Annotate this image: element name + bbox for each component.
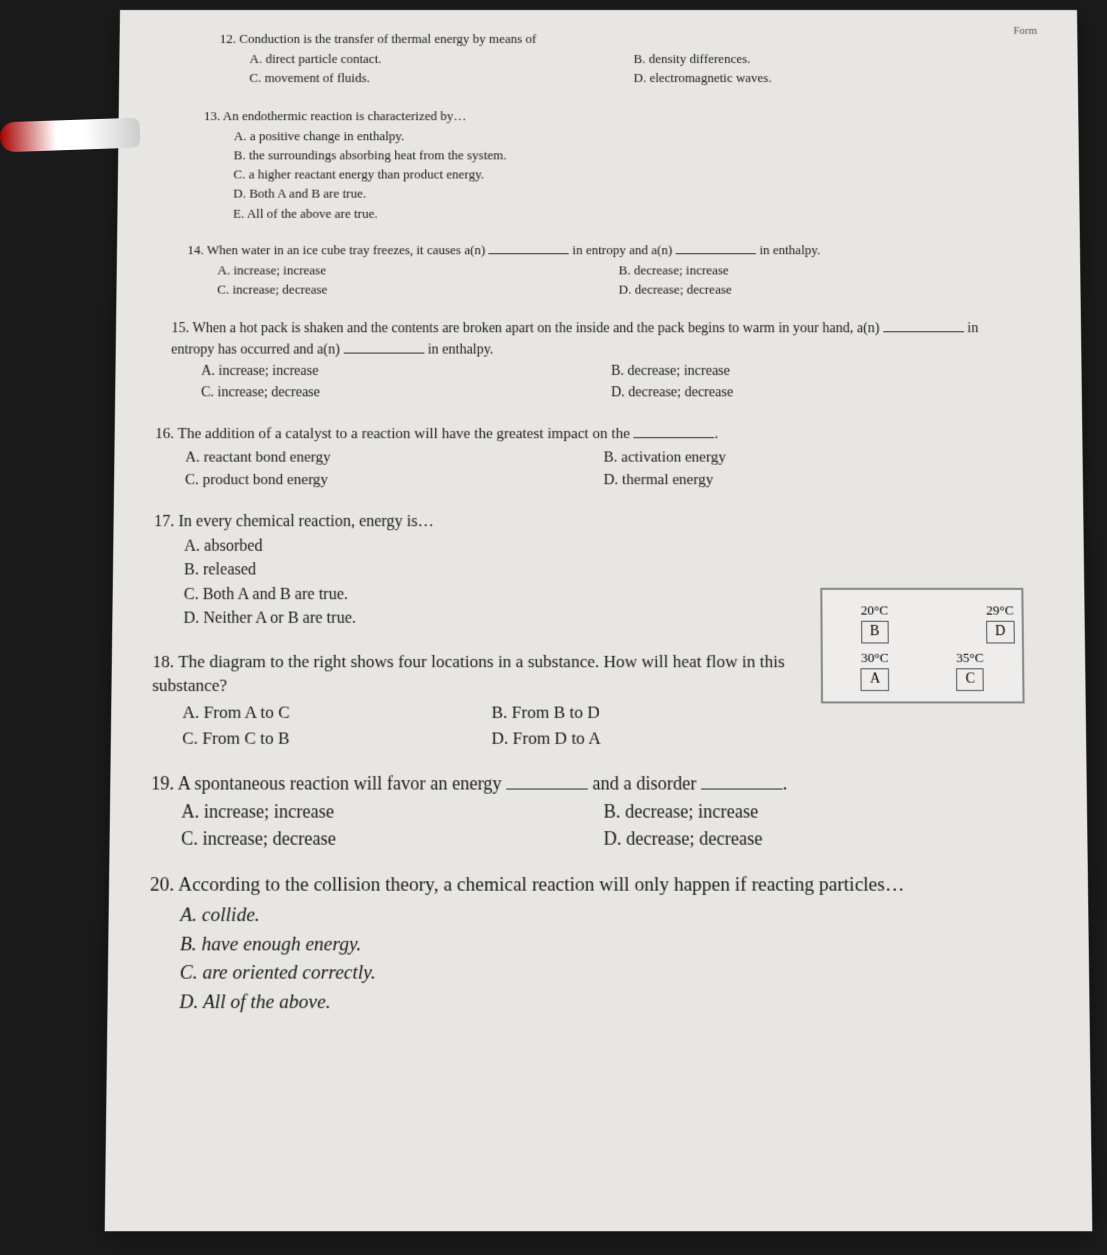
- q15-b: B. decrease; increase: [611, 362, 1021, 382]
- q17-b: B. released: [184, 559, 1023, 582]
- q19-b: B. decrease; increase: [604, 799, 1026, 825]
- q14-blank2: [676, 241, 757, 254]
- q19-d: D. decrease; decrease: [604, 826, 1027, 852]
- q19-c: C. increase; decrease: [181, 826, 604, 852]
- q16-d: D. thermal energy: [604, 469, 1023, 490]
- worksheet-paper: Form 12. Conduction is the transfer of t…: [105, 10, 1093, 1231]
- q15-blank1: [883, 318, 964, 332]
- stem-19-mid: and a disorder: [588, 773, 701, 794]
- q16-c: C. product bond energy: [185, 469, 604, 490]
- stem-17: In every chemical reaction, energy is…: [178, 512, 434, 529]
- stem-19-post: .: [783, 773, 788, 794]
- question-15: 15. When a hot pack is shaken and the co…: [155, 318, 1021, 404]
- q18-a: A. From A to C: [182, 701, 491, 726]
- qnum-12: 12.: [220, 31, 236, 46]
- stem-12: Conduction is the transfer of thermal en…: [239, 31, 536, 46]
- question-13: 13. An endothermic reaction is character…: [158, 107, 1020, 223]
- q12-d: D. electromagnetic waves.: [634, 69, 1018, 87]
- q20-d: D. All of the above.: [179, 989, 1028, 1017]
- question-20: 20. According to the collision theory, a…: [148, 872, 1028, 1017]
- diag-a-box: A: [861, 668, 890, 691]
- q12-b: B. density differences.: [634, 50, 1018, 68]
- qnum-18: 18.: [152, 651, 174, 671]
- q13-c: C. a higher reactant energy than product…: [233, 166, 1019, 184]
- q20-c: C. are oriented correctly.: [180, 960, 1028, 988]
- q13-a: A. a positive change in enthalpy.: [234, 127, 1019, 145]
- stem-13: An endothermic reaction is characterized…: [223, 108, 467, 123]
- q20-b: B. have enough energy.: [180, 931, 1028, 959]
- diag-b-box: B: [861, 620, 889, 643]
- pen-prop: [0, 118, 140, 153]
- question-18: 18. The diagram to the right shows four …: [151, 649, 800, 752]
- question-19: 19. A spontaneous reaction will favor an…: [150, 771, 1026, 854]
- form-label: Form: [1013, 25, 1037, 37]
- q15-c: C. increase; decrease: [201, 383, 611, 403]
- diag-b-temp: 20°C: [831, 602, 919, 618]
- stem-20: According to the collision theory, a che…: [178, 874, 904, 896]
- question-12: 12. Conduction is the transfer of therma…: [159, 30, 1018, 89]
- q13-e: E. All of the above are true.: [233, 204, 1019, 222]
- diag-c-temp: 35°C: [926, 649, 1014, 666]
- q18-d: D. From D to A: [491, 726, 800, 751]
- q14-c: C. increase; decrease: [217, 281, 619, 299]
- stem-19-pre: A spontaneous reaction will favor an ene…: [178, 773, 507, 794]
- stem-14-pre: When water in an ice cube tray freezes, …: [207, 242, 489, 257]
- q18-b: B. From B to D: [492, 701, 801, 726]
- q14-a: A. increase; increase: [217, 261, 618, 279]
- q17-a: A. absorbed: [184, 535, 1023, 558]
- diag-d-temp: 29°C: [956, 602, 1044, 618]
- question-16: 16. The addition of a catalyst to a reac…: [154, 422, 1022, 492]
- q19-a: A. increase; increase: [181, 799, 603, 825]
- stem-14-post: in enthalpy.: [756, 242, 820, 257]
- q19-blank2: [701, 771, 783, 790]
- q16-b: B. activation energy: [604, 447, 1022, 468]
- stem-15-pre: When a hot pack is shaken and the conten…: [192, 321, 883, 336]
- q16-a: A. reactant bond energy: [185, 447, 603, 468]
- q14-b: B. decrease; increase: [619, 261, 1020, 279]
- q18-c: C. From C to B: [182, 726, 491, 751]
- q16-blank: [634, 422, 715, 437]
- diag-c-box: C: [956, 668, 984, 691]
- q15-blank2: [343, 339, 424, 353]
- q20-a: A. collide.: [180, 902, 1027, 930]
- qnum-16: 16.: [155, 426, 174, 442]
- qnum-14: 14.: [187, 242, 204, 257]
- stem-18: The diagram to the right shows four loca…: [152, 651, 785, 695]
- diag-d-box: D: [986, 620, 1015, 643]
- q12-c: C. movement of fluids.: [249, 69, 633, 87]
- heat-flow-diagram: 20°CB 29°CD 30°CA 35°CC: [820, 587, 1024, 703]
- q13-d: D. Both A and B are true.: [233, 185, 1019, 203]
- qnum-19: 19.: [151, 773, 174, 794]
- stem-15-post: in enthalpy.: [424, 342, 493, 357]
- question-14: 14. When water in an ice cube tray freez…: [157, 241, 1021, 300]
- q13-b: B. the surroundings absorbing heat from …: [234, 146, 1019, 164]
- qnum-17: 17.: [154, 512, 174, 529]
- stem-14-mid: in entropy and a(n): [569, 242, 675, 257]
- qnum-13: 13.: [204, 108, 220, 123]
- q15-a: A. increase; increase: [201, 362, 611, 382]
- stem-16-pre: The addition of a catalyst to a reaction…: [178, 426, 634, 442]
- q19-blank1: [506, 771, 588, 790]
- qnum-20: 20.: [150, 874, 175, 896]
- q14-blank1: [489, 241, 570, 254]
- q14-d: D. decrease; decrease: [619, 281, 1021, 299]
- qnum-15: 15.: [171, 321, 189, 336]
- diag-a-temp: 30°C: [831, 649, 919, 666]
- q12-a: A. direct particle contact.: [249, 50, 633, 68]
- stem-16-post: .: [715, 426, 719, 442]
- q15-d: D. decrease; decrease: [611, 383, 1021, 403]
